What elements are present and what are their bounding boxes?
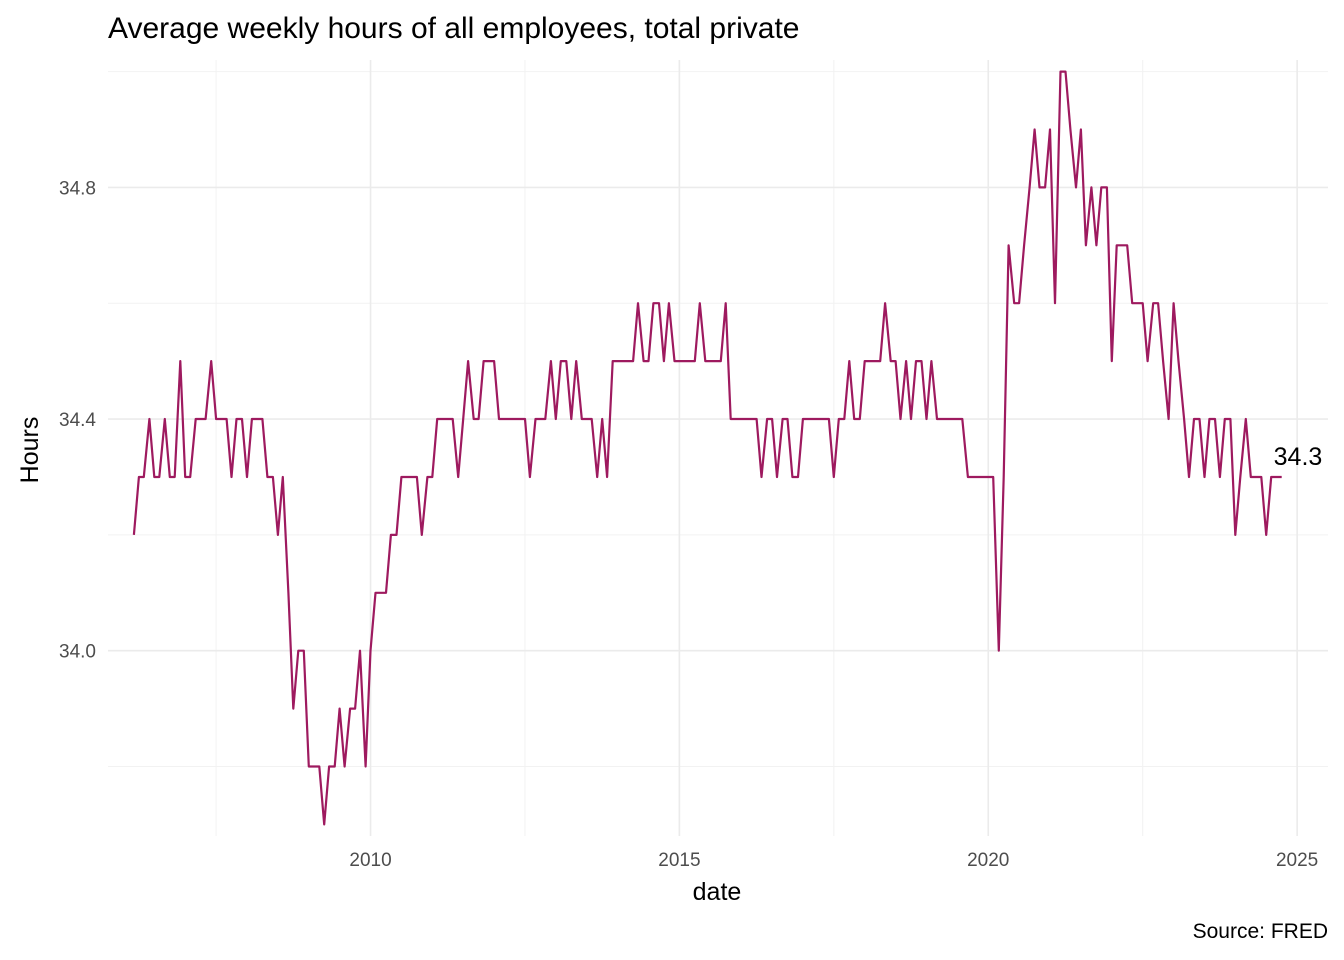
grid	[108, 60, 1328, 836]
x-tick-label: 2025	[1276, 850, 1318, 871]
tick-labels: 2010 2015 2020 2025 34.0 34.4 34.8	[59, 178, 1318, 871]
x-tick-label: 2010	[349, 850, 391, 871]
source-caption: Source: FRED	[1192, 920, 1328, 943]
x-tick-label: 2015	[658, 850, 700, 871]
x-tick-label: 2020	[967, 850, 1009, 871]
x-axis-title: date	[693, 878, 742, 906]
series-group	[132, 70, 1282, 826]
end-value-label: 34.3	[1274, 443, 1323, 471]
y-tick-label: 34.8	[59, 178, 96, 199]
y-tick-label: 34.4	[59, 410, 96, 431]
y-tick-label: 34.0	[59, 642, 96, 663]
chart-title: Average weekly hours of all employees, t…	[108, 12, 800, 45]
series-line	[132, 70, 1282, 826]
y-axis-title: Hours	[16, 417, 44, 484]
